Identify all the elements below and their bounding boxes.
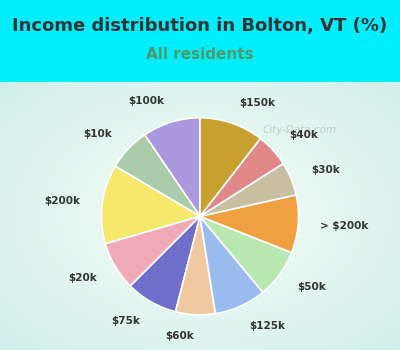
Text: All residents: All residents: [146, 47, 254, 62]
Text: > $200k: > $200k: [320, 221, 368, 231]
Wedge shape: [200, 118, 260, 216]
Text: City-Data.com: City-Data.com: [263, 125, 337, 135]
Wedge shape: [102, 166, 200, 244]
Text: $150k: $150k: [239, 98, 275, 107]
Wedge shape: [200, 216, 263, 314]
Wedge shape: [200, 163, 296, 216]
Text: $50k: $50k: [297, 282, 326, 292]
Text: $200k: $200k: [45, 196, 81, 206]
Text: $125k: $125k: [250, 321, 286, 331]
Wedge shape: [115, 135, 200, 216]
Text: $75k: $75k: [112, 316, 140, 326]
Wedge shape: [145, 118, 200, 216]
Wedge shape: [105, 216, 200, 286]
Text: $60k: $60k: [166, 331, 194, 341]
Text: $30k: $30k: [311, 165, 340, 175]
Wedge shape: [200, 139, 283, 216]
Text: $20k: $20k: [68, 273, 96, 282]
Wedge shape: [130, 216, 200, 312]
Text: $10k: $10k: [84, 129, 112, 139]
Text: $40k: $40k: [289, 131, 318, 140]
Bar: [0, 0, 400, 82]
Text: $100k: $100k: [129, 97, 165, 106]
Text: Income distribution in Bolton, VT (%): Income distribution in Bolton, VT (%): [12, 17, 388, 35]
Wedge shape: [200, 216, 292, 292]
Wedge shape: [200, 195, 298, 253]
Wedge shape: [176, 216, 216, 315]
